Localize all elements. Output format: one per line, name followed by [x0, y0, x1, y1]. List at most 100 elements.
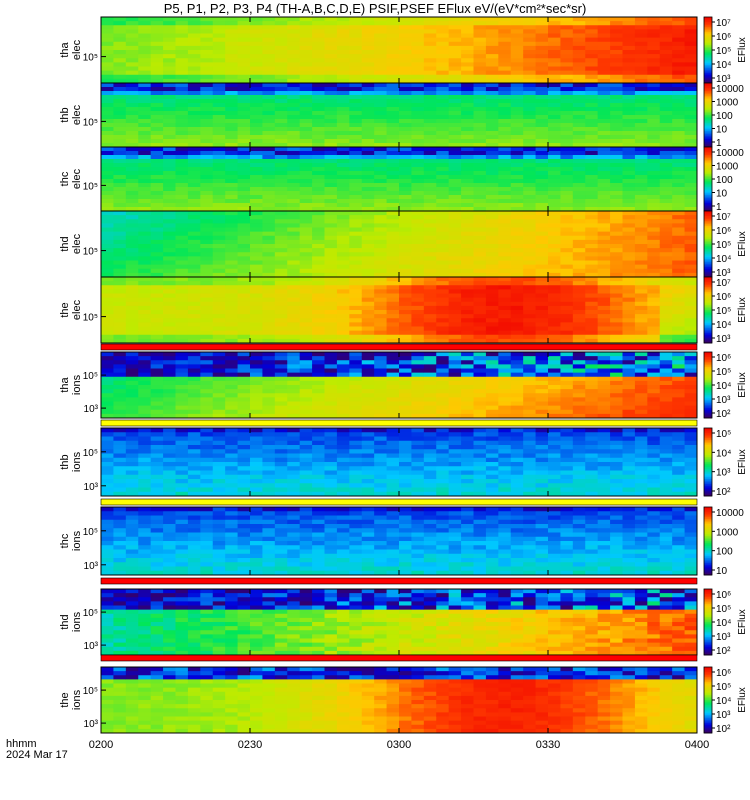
heatmap-cell [163, 78, 176, 84]
heatmap-cell [163, 330, 176, 336]
heatmap-cell [585, 330, 599, 336]
heatmap-cell [548, 62, 561, 67]
heatmap-cell [312, 272, 325, 278]
heatmap-cell [101, 175, 114, 180]
heatmap-cell [312, 256, 325, 261]
heatmap-cell [597, 248, 611, 253]
heatmap-cell [361, 297, 375, 303]
heatmap-cell [485, 66, 499, 72]
heatmap-cell [187, 155, 201, 160]
heatmap-cell [610, 360, 623, 365]
heatmap-cell [423, 87, 437, 92]
heatmap-cell [287, 199, 301, 204]
heatmap-cell [572, 191, 586, 196]
heatmap-cell [361, 268, 375, 274]
heatmap-cell [113, 401, 127, 407]
heatmap-cell [448, 364, 462, 369]
colorbar-segment [704, 328, 712, 331]
heatmap-cell [262, 171, 276, 176]
heatmap-cell [312, 187, 325, 192]
heatmap-cell [312, 305, 325, 311]
heatmap-cell [299, 191, 313, 196]
heatmap-cell [349, 91, 363, 96]
heatmap-cell [597, 409, 611, 415]
heatmap-cell [436, 199, 450, 204]
heatmap-cell [411, 413, 425, 419]
heatmap-cell [560, 330, 574, 336]
heatmap-cell [113, 334, 127, 340]
heatmap-cell [101, 87, 114, 92]
heatmap-cell [485, 413, 499, 419]
heatmap-cell [684, 401, 698, 407]
heatmap-cell [523, 167, 536, 172]
colorbar-segment [704, 366, 712, 369]
heatmap-cell [647, 25, 661, 30]
heatmap-cell [386, 310, 400, 315]
heatmap-cell [101, 305, 114, 311]
heatmap-cell [672, 360, 685, 365]
heatmap-cell [461, 139, 474, 144]
colorbar-tick-label: 10⁷ [716, 212, 731, 223]
heatmap-cell [423, 297, 437, 303]
heatmap-cell [200, 285, 214, 290]
heatmap-cell [336, 314, 350, 319]
heatmap-cell [399, 310, 412, 315]
heatmap-cell [461, 163, 474, 168]
heatmap-cell [312, 360, 325, 365]
heatmap-cell [374, 155, 387, 160]
heatmap-cell [659, 171, 673, 176]
heatmap-cell [200, 297, 214, 303]
heatmap-cell [324, 318, 338, 323]
heatmap-cell [374, 111, 387, 116]
heatmap-cell [548, 277, 561, 282]
heatmap-cell [473, 127, 487, 132]
heatmap-cell [523, 33, 536, 39]
heatmap-cell [684, 33, 698, 39]
heatmap-cell [473, 29, 487, 34]
heatmap-cell [262, 305, 276, 311]
heatmap-cell [324, 293, 338, 299]
heatmap-cell [225, 78, 238, 84]
heatmap-cell [299, 54, 313, 59]
heatmap-cell [163, 372, 176, 378]
heatmap-cell [672, 334, 685, 340]
heatmap-cell [274, 356, 288, 361]
heatmap-cell [349, 318, 363, 323]
mode-strip [100, 343, 698, 351]
heatmap-cell [113, 338, 127, 344]
heatmap-cell [200, 33, 214, 39]
heatmap-cell [461, 175, 474, 180]
heatmap-cell [138, 29, 152, 34]
heatmap-cell [411, 203, 425, 208]
heatmap-cell [324, 195, 338, 200]
heatmap-cell [125, 70, 139, 76]
heatmap-cell [523, 107, 536, 112]
heatmap-cell [684, 159, 698, 164]
heatmap-cell [237, 187, 251, 192]
heatmap-cell [250, 401, 263, 407]
heatmap-cell [237, 405, 251, 411]
heatmap-cell [535, 235, 549, 241]
heatmap-cell [212, 199, 226, 204]
heatmap-cell [386, 252, 400, 257]
heatmap-cell [349, 83, 363, 88]
heatmap-cell [423, 409, 437, 415]
heatmap-cell [175, 409, 189, 415]
heatmap-cell [436, 203, 450, 208]
heatmap-cell [187, 78, 201, 84]
heatmap-cell [163, 405, 176, 411]
heatmap-cell [411, 215, 425, 220]
heatmap-cell [684, 356, 698, 361]
heatmap-cell [436, 62, 450, 67]
heatmap-cell [423, 119, 437, 124]
heatmap-cell [510, 195, 524, 200]
heatmap-cell [187, 167, 201, 172]
heatmap-cell [622, 385, 636, 390]
colorbar-segment [704, 204, 712, 207]
heatmap-cell [423, 151, 437, 156]
heatmap-cell [448, 17, 462, 22]
heatmap-cell [336, 99, 350, 104]
panel-ylabel: thb [59, 107, 71, 122]
heatmap-cell [523, 322, 536, 327]
heatmap-cell [485, 163, 499, 168]
